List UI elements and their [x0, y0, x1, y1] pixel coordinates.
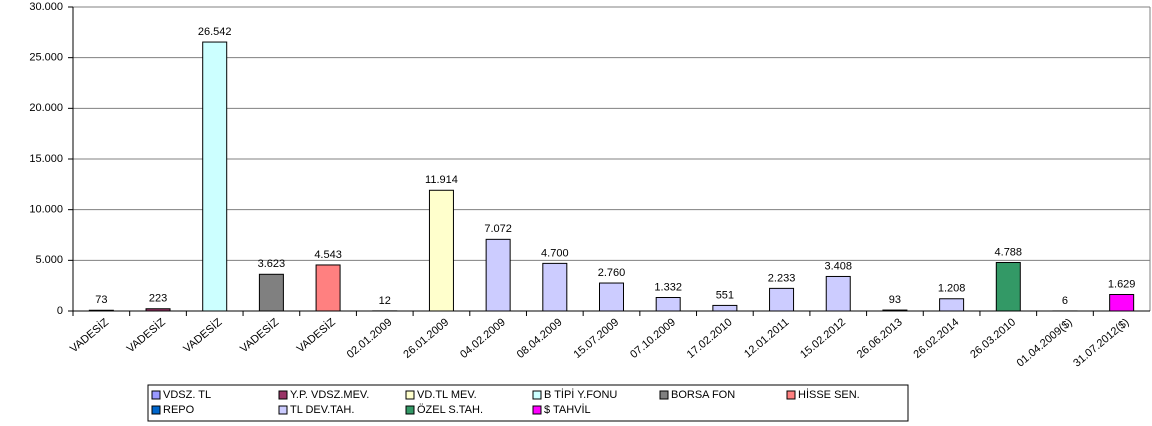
bar [1109, 293, 1135, 312]
value-label: 2.760 [598, 267, 626, 279]
y-tick-label: 30.000 [29, 1, 63, 13]
y-tick-label: 5.000 [35, 254, 63, 266]
value-label: 3.623 [258, 258, 286, 270]
value-label: 7.072 [484, 223, 512, 235]
value-label: 73 [95, 294, 107, 306]
bar [258, 273, 284, 312]
value-label: 1.332 [654, 281, 682, 293]
legend-swatch [405, 390, 415, 400]
value-label: 4.700 [541, 247, 569, 259]
legend-label: HİSSE SEN. [798, 388, 860, 401]
legend-swatch [786, 390, 796, 400]
bar [542, 262, 568, 312]
legend-label: B TİPİ Y.FONU [544, 388, 617, 401]
legend-label: $ TAHVİL [544, 403, 591, 416]
value-label: 93 [889, 294, 901, 306]
legend-box [147, 384, 909, 422]
value-label: 551 [716, 289, 734, 301]
bar [88, 309, 114, 312]
bar [882, 309, 908, 312]
legend-swatch [151, 390, 161, 400]
value-label: 4.788 [995, 246, 1023, 258]
legend-swatch [659, 390, 669, 400]
value-label: 3.408 [824, 260, 852, 272]
legend-swatch [532, 405, 542, 415]
legend-label: REPO [163, 404, 195, 416]
y-tick-label: 20.000 [29, 102, 63, 114]
legend-label: VDSZ. TL [163, 389, 211, 401]
value-label: 4.543 [314, 249, 342, 261]
bar [995, 261, 1021, 312]
value-label: 12 [379, 295, 391, 307]
legend-swatch [278, 390, 288, 400]
bar [769, 287, 795, 312]
bar [315, 264, 341, 312]
y-tick-label: 10.000 [29, 204, 63, 216]
value-label: 11.914 [425, 174, 458, 186]
bar [712, 304, 738, 312]
legend-swatch [278, 405, 288, 415]
legend-label: VD.TL MEV. [417, 389, 477, 401]
value-label: 1.208 [938, 283, 966, 295]
value-label: 2.233 [768, 272, 796, 284]
value-label: 223 [149, 293, 167, 305]
bar [825, 275, 851, 312]
bar [485, 238, 511, 312]
value-label: 1.629 [1108, 278, 1136, 290]
bar [599, 282, 624, 312]
legend-label: ÖZEL S.TAH. [417, 404, 483, 416]
legend-swatch [151, 405, 161, 415]
bar [202, 41, 228, 312]
value-label: 6 [1062, 295, 1068, 307]
legend-label: Y.P. VDSZ.MEV. [290, 389, 369, 401]
legend-swatch [532, 390, 542, 400]
bar [939, 298, 965, 312]
bar [655, 297, 681, 312]
legend-label: TL DEV.TAH. [290, 404, 354, 416]
legend-label: BORSA FON [671, 389, 735, 401]
y-tick-label: 15.000 [29, 153, 63, 165]
y-tick-label: 0 [57, 305, 63, 317]
value-label: 26.542 [198, 26, 232, 38]
bar [145, 308, 171, 312]
legend-swatch [405, 405, 415, 415]
y-tick-label: 25.000 [29, 52, 63, 64]
bar [428, 189, 454, 312]
